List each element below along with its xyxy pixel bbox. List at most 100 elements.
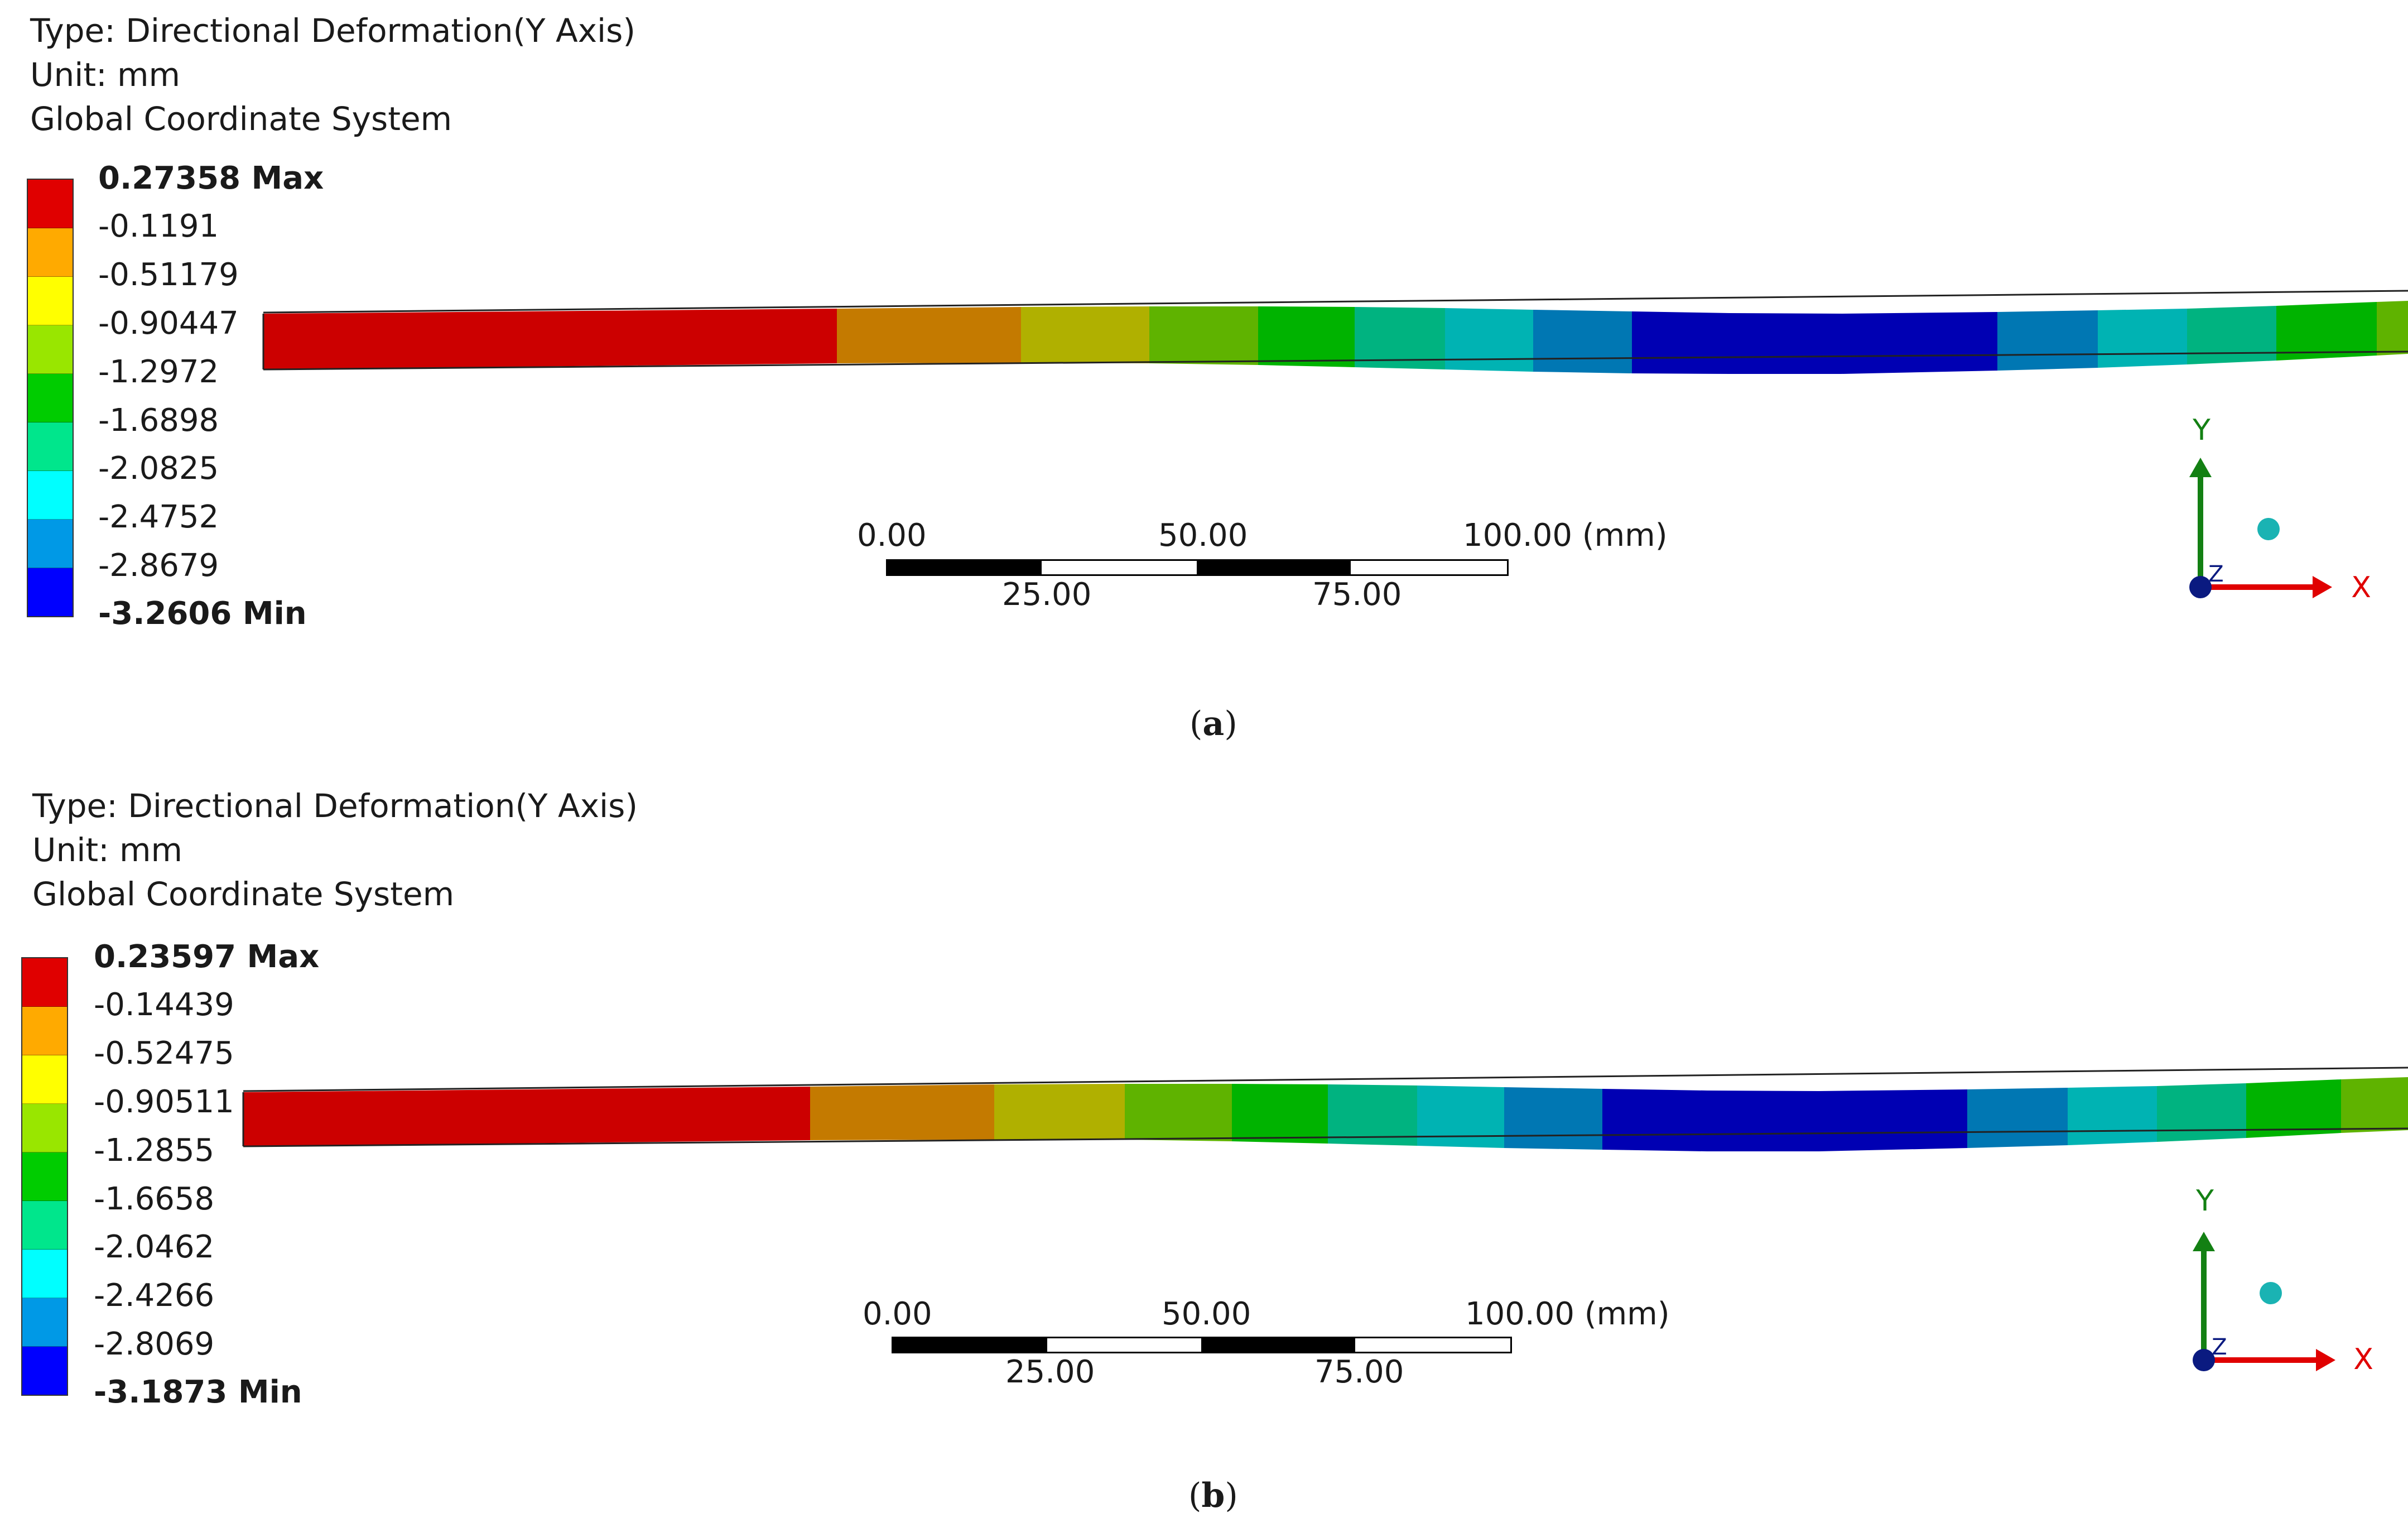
legend-label: -0.1191: [98, 208, 219, 244]
panel-a: Type: Directional Deformation(Y Axis) Un…: [0, 0, 2408, 768]
legend-swatch: [22, 1250, 67, 1298]
beam-segment-teal: [1328, 1084, 1417, 1146]
beam-segment-green: [1232, 1084, 1328, 1144]
beam-segment-yellow: [1021, 306, 1149, 363]
legend-swatch: [28, 180, 73, 228]
deformed-beam: [262, 290, 2408, 374]
beam-segment-yellowgreen: [1125, 1084, 1232, 1141]
legend-label: -2.0462: [94, 1229, 215, 1265]
caption-letter: b: [1201, 1476, 1225, 1515]
beam-segment-yellowgreen: [2377, 301, 2408, 356]
legend-label: -1.6658: [94, 1181, 215, 1217]
x-axis-label: X: [2353, 1343, 2373, 1376]
beam-segment-cyan: [2098, 309, 2187, 368]
beam-segment-blue: [1632, 311, 1997, 374]
panel-b: Type: Directional Deformation(Y Axis) Un…: [0, 768, 2408, 1537]
legend-label: -2.8069: [94, 1326, 215, 1362]
result-info: Type: Directional Deformation(Y Axis) Un…: [32, 784, 638, 916]
beam-segment-red: [263, 309, 837, 369]
scale-segment: [888, 561, 1042, 574]
beam-segment-lightblue: [1504, 1087, 1602, 1150]
legend-label: -0.14439: [94, 987, 234, 1023]
y-axis-label: Y: [2195, 1184, 2214, 1218]
coordinate-triad: Y X Z: [2189, 414, 2371, 603]
scale-segment: [893, 1338, 1047, 1352]
y-axis-arrowhead: [2193, 1232, 2215, 1251]
legend-label: -1.2855: [94, 1132, 215, 1169]
beam-segment-teal: [1355, 307, 1445, 369]
legend-label: -2.0825: [98, 450, 219, 487]
scale-segment: [1201, 1338, 1355, 1352]
legend-label: -2.4266: [94, 1277, 215, 1314]
legend-label: -1.2972: [98, 354, 219, 390]
contour-legend: [27, 179, 74, 617]
legend-swatch: [28, 325, 73, 374]
x-axis-arrowhead: [2316, 1349, 2335, 1371]
legend-min-label: -3.1873 Min: [94, 1374, 302, 1410]
x-axis-arrowhead: [2313, 576, 2332, 598]
legend-swatch: [22, 1055, 67, 1104]
result-type: Type: Directional Deformation(Y Axis): [32, 787, 638, 825]
legend-label: -2.8679: [98, 547, 219, 584]
beam-segment-cyan: [1417, 1085, 1504, 1148]
legend-swatch: [28, 520, 73, 568]
contour-legend: [21, 957, 68, 1396]
legend-max-label: 0.27358 Max: [98, 160, 324, 196]
beam-segment-yellow: [994, 1084, 1125, 1140]
legend-swatch: [22, 1007, 67, 1055]
beam-segment-lightblue: [1967, 1088, 2068, 1148]
legend-swatch: [22, 958, 67, 1007]
beam-segment-green: [1258, 306, 1355, 367]
result-unit: Unit: mm: [32, 831, 183, 869]
beam-segment-green: [2246, 1079, 2341, 1138]
legend-label: -0.90447: [98, 305, 239, 342]
origin-sphere: [2193, 1349, 2215, 1371]
legend-swatch: [22, 1152, 67, 1201]
z-axis-label: Z: [2212, 1334, 2227, 1360]
beam-segment-orange: [837, 307, 1021, 363]
legend-swatch: [22, 1298, 67, 1347]
undeformed-outline: [243, 1127, 2408, 1147]
undeformed-outline: [243, 1067, 2408, 1092]
scale-label: 50.00: [1162, 1296, 1251, 1332]
beam-segment-lightblue: [1997, 310, 2098, 371]
legend-swatch: [28, 422, 73, 471]
scale-label: 0.00: [863, 1296, 932, 1332]
scale-label: 25.00: [1002, 577, 1092, 613]
legend-max-label: 0.23597 Max: [94, 939, 320, 975]
rotation-sphere: [2260, 1282, 2282, 1304]
scale-label: 75.00: [1314, 1354, 1404, 1390]
legend-swatch: [28, 568, 73, 616]
coordinate-triad: Y X Z: [2193, 1184, 2373, 1376]
beam-segment-green: [2276, 302, 2377, 361]
panel-caption: (a): [1189, 704, 1237, 743]
legend-swatch: [22, 1347, 67, 1395]
scale-label: 50.00: [1158, 517, 1248, 554]
legend-label: -0.52475: [94, 1035, 234, 1072]
undeformed-outline: [263, 290, 2408, 314]
beam-segment-red: [243, 1087, 810, 1146]
legend-label: -2.4752: [98, 499, 219, 535]
beam-segment-blue: [1602, 1089, 1967, 1151]
scale-label: 100.00 (mm): [1465, 1296, 1670, 1332]
legend-swatch: [28, 374, 73, 422]
scale-segment: [1197, 561, 1351, 574]
result-info: Type: Directional Deformation(Y Axis) Un…: [30, 9, 635, 141]
scale-bar: [886, 559, 1509, 576]
legend-swatch: [22, 1104, 67, 1152]
result-coordinate-system: Global Coordinate System: [30, 100, 452, 138]
beam-segment-yellowgreen: [2341, 1077, 2408, 1133]
beam-segment-cyan: [2068, 1086, 2157, 1145]
scale-label: 25.00: [1005, 1354, 1095, 1390]
scale-label: 75.00: [1312, 577, 1402, 613]
beam-segment-teal: [2187, 306, 2276, 364]
legend-label: -0.90511: [94, 1084, 234, 1120]
result-type: Type: Directional Deformation(Y Axis): [30, 12, 635, 50]
beam-segment-cyan: [1445, 308, 1533, 372]
rotation-sphere: [2257, 518, 2280, 540]
scale-bar: [892, 1337, 1512, 1353]
result-unit: Unit: mm: [30, 56, 181, 94]
legend-swatch: [28, 277, 73, 325]
beam-segment-yellowgreen: [1149, 306, 1258, 365]
legend-label: -0.51179: [98, 257, 239, 293]
